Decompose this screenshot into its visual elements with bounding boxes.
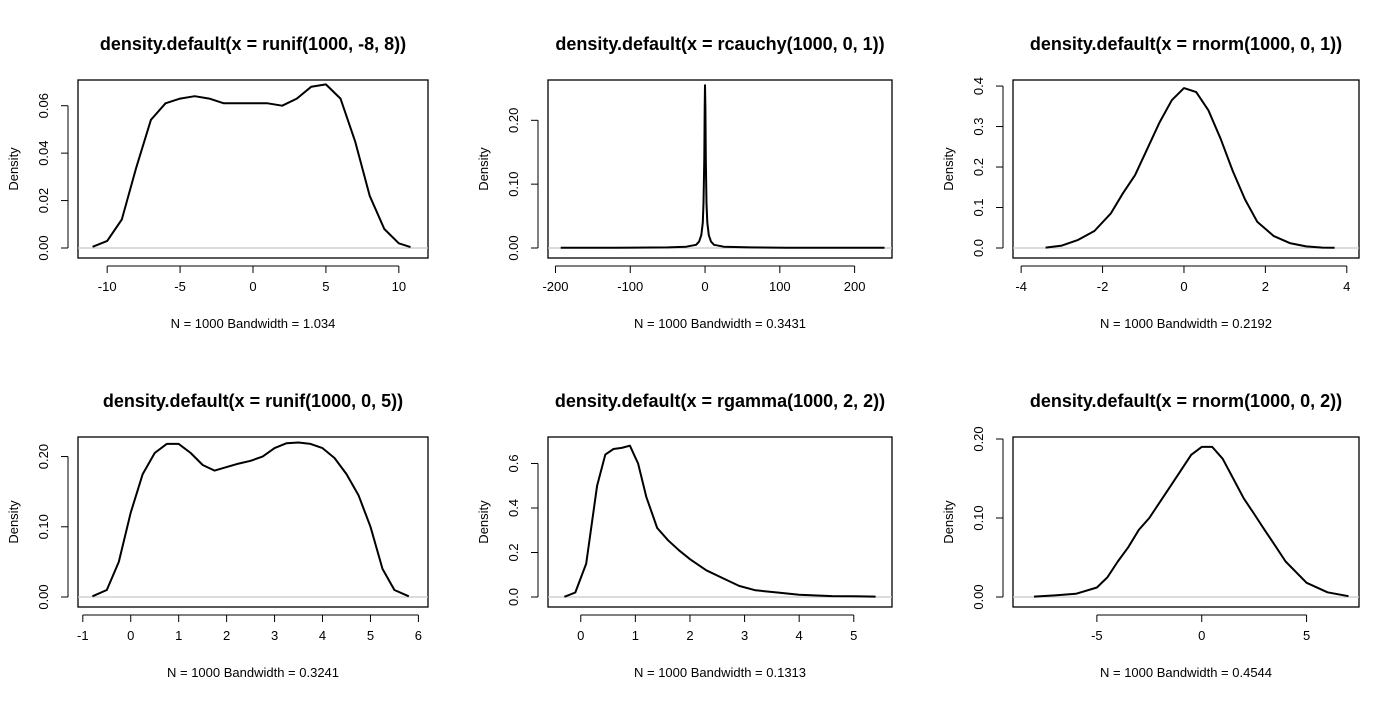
- panel-title: density.default(x = rcauchy(1000, 0, 1)): [555, 34, 884, 54]
- x-tick-label: 5: [322, 279, 329, 294]
- x-tick-label: 0: [1198, 628, 1205, 643]
- x-tick-label: 2: [223, 628, 230, 643]
- density-panel: density.default(x = runif(1000, -8, 8)) -…: [6, 34, 429, 331]
- x-tick-label: -2: [1097, 279, 1109, 294]
- y-tick-label: 0.10: [36, 514, 51, 539]
- density-panel: density.default(x = runif(1000, 0, 5)) -1…: [6, 391, 429, 680]
- x-axis-label: N = 1000 Bandwidth = 0.3431: [634, 316, 806, 331]
- plot-frame: [547, 436, 893, 608]
- x-axis-label: N = 1000 Bandwidth = 0.3241: [167, 665, 339, 680]
- panel-title: density.default(x = runif(1000, 0, 5)): [103, 391, 403, 411]
- y-tick-label: 0.02: [36, 188, 51, 213]
- x-tick-label: 5: [367, 628, 374, 643]
- x-tick-label: -100: [617, 279, 643, 294]
- density-curve: [91, 441, 410, 598]
- panel-title: density.default(x = rgamma(1000, 2, 2)): [555, 391, 885, 411]
- y-tick-label: 0.1: [971, 198, 986, 216]
- y-axis-label: Density: [476, 147, 491, 191]
- density-curve: [1033, 445, 1349, 598]
- y-axis-label: Density: [6, 147, 21, 191]
- x-tick-label: -200: [542, 279, 568, 294]
- x-tick-label: -4: [1015, 279, 1027, 294]
- x-tick-label: 4: [319, 628, 326, 643]
- x-tick-label: 0: [1180, 279, 1187, 294]
- x-tick-label: 100: [769, 279, 791, 294]
- x-axis-label: N = 1000 Bandwidth = 1.034: [171, 316, 336, 331]
- y-axis-label: Density: [476, 500, 491, 544]
- plot-frame: [77, 436, 429, 608]
- y-tick-label: 0.6: [506, 454, 521, 472]
- x-tick-label: -10: [98, 279, 117, 294]
- x-tick-label: 6: [415, 628, 422, 643]
- density-panel: density.default(x = rcauchy(1000, 0, 1))…: [476, 34, 893, 331]
- x-axis-label: N = 1000 Bandwidth = 0.4544: [1100, 665, 1272, 680]
- density-curve: [92, 83, 411, 249]
- x-tick-label: -5: [1091, 628, 1103, 643]
- density-curve: [564, 444, 876, 598]
- x-tick-label: 0: [701, 279, 708, 294]
- y-tick-label: 0.00: [506, 235, 521, 260]
- y-tick-label: 0.20: [506, 108, 521, 133]
- x-axis-label: N = 1000 Bandwidth = 0.1313: [634, 665, 806, 680]
- x-tick-label: 3: [271, 628, 278, 643]
- plot-frame: [77, 79, 429, 259]
- x-tick-label: 5: [1303, 628, 1310, 643]
- y-tick-label: 0.10: [971, 505, 986, 530]
- y-tick-label: 0.4: [506, 499, 521, 517]
- y-tick-label: 0.04: [36, 140, 51, 165]
- x-tick-label: 0: [249, 279, 256, 294]
- y-tick-label: 0.20: [36, 444, 51, 469]
- x-tick-label: 4: [796, 628, 803, 643]
- y-tick-label: 0.00: [36, 235, 51, 260]
- x-tick-label: 1: [175, 628, 182, 643]
- y-axis-label: Density: [6, 500, 21, 544]
- panel-title: density.default(x = rnorm(1000, 0, 1)): [1030, 34, 1342, 54]
- x-tick-label: 2: [686, 628, 693, 643]
- x-tick-label: 10: [392, 279, 406, 294]
- panel-title: density.default(x = rnorm(1000, 0, 2)): [1030, 391, 1342, 411]
- y-axis-label: Density: [941, 500, 956, 544]
- x-tick-label: 5: [850, 628, 857, 643]
- y-tick-label: 0.00: [36, 584, 51, 609]
- y-tick-label: 0.20: [971, 426, 986, 451]
- plot-frame: [547, 79, 893, 259]
- y-tick-label: 0.10: [506, 171, 521, 196]
- y-tick-label: 0.2: [971, 158, 986, 176]
- x-tick-label: 0: [577, 628, 584, 643]
- x-tick-label: 200: [844, 279, 866, 294]
- density-panel: density.default(x = rnorm(1000, 0, 1)) -4…: [941, 34, 1360, 331]
- x-tick-label: 1: [632, 628, 639, 643]
- x-tick-label: -1: [77, 628, 89, 643]
- x-axis-label: N = 1000 Bandwidth = 0.2192: [1100, 316, 1272, 331]
- x-tick-label: -5: [174, 279, 186, 294]
- y-tick-label: 0.2: [506, 543, 521, 561]
- panel-title: density.default(x = runif(1000, -8, 8)): [100, 34, 406, 54]
- y-tick-label: 0.0: [971, 239, 986, 257]
- x-tick-label: 0: [127, 628, 134, 643]
- x-tick-label: 2: [1262, 279, 1269, 294]
- x-tick-label: 4: [1343, 279, 1350, 294]
- y-tick-label: 0.3: [971, 117, 986, 135]
- plot-frame: [1012, 79, 1360, 259]
- y-tick-label: 0.0: [506, 588, 521, 606]
- plot-frame: [1012, 436, 1360, 608]
- density-curve: [1045, 87, 1335, 249]
- y-tick-label: 0.4: [971, 77, 986, 95]
- density-panel: density.default(x = rgamma(1000, 2, 2)) 0…: [476, 391, 893, 680]
- y-tick-label: 0.00: [971, 584, 986, 609]
- density-panel: density.default(x = rnorm(1000, 0, 2)) -5…: [941, 391, 1360, 680]
- y-tick-label: 0.06: [36, 93, 51, 118]
- x-tick-label: 3: [741, 628, 748, 643]
- y-axis-label: Density: [941, 147, 956, 191]
- density-curve: [560, 84, 885, 249]
